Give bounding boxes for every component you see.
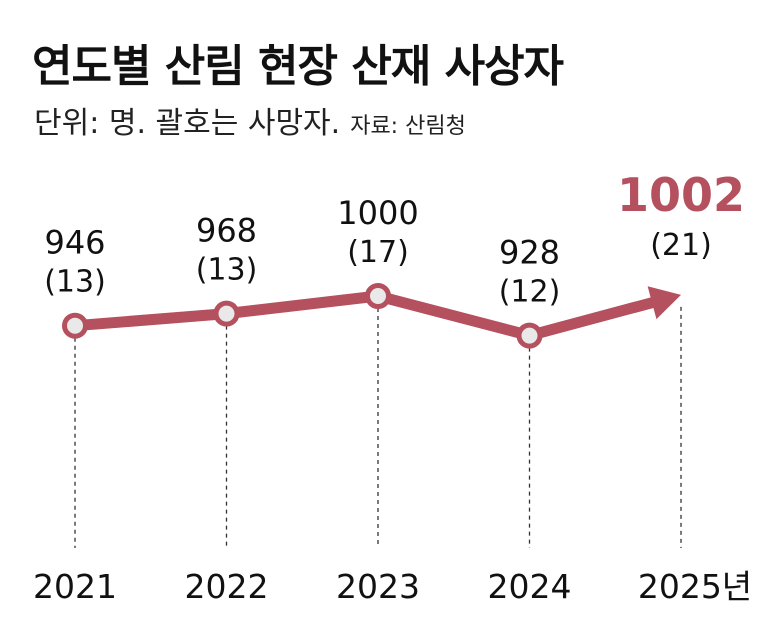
data-point-2024 [516,322,543,349]
value-label-2025년: 1002 [617,168,745,222]
source-note: 자료: 산림청 [350,114,466,139]
death-label-2025년: (21) [650,228,712,263]
x-tick-label-2022: 2022 [185,567,269,606]
x-tick-label-2023: 2023 [336,567,420,606]
arrow-head-2025년 [647,286,681,320]
value-label-2023: 1000 [337,194,418,232]
series-line [69,290,662,342]
death-label-2022: (13) [196,253,258,288]
unit-note: 단위: 명. 괄호는 사망자. [34,106,341,141]
value-label-2021: 946 [44,224,105,262]
data-point-2023 [365,283,391,309]
death-label-2024: (12) [499,275,561,310]
data-point-2022 [213,300,240,327]
death-label-2023: (17) [347,235,409,270]
x-tick-label-2024: 2024 [488,567,572,606]
x-tick-label-2021: 2021 [33,567,117,606]
value-label-2024: 928 [499,234,560,272]
death-label-2021: (13) [44,265,106,300]
data-point-2021 [62,312,88,339]
chart-title: 연도별 산림 현장 산재 사상자 [32,41,564,92]
value-label-2022: 968 [196,212,257,250]
x-tick-label-2025년: 2025년 [638,567,752,606]
chart-subtitle: 단위: 명. 괄호는 사망자. 자료: 산림청 [34,98,466,142]
